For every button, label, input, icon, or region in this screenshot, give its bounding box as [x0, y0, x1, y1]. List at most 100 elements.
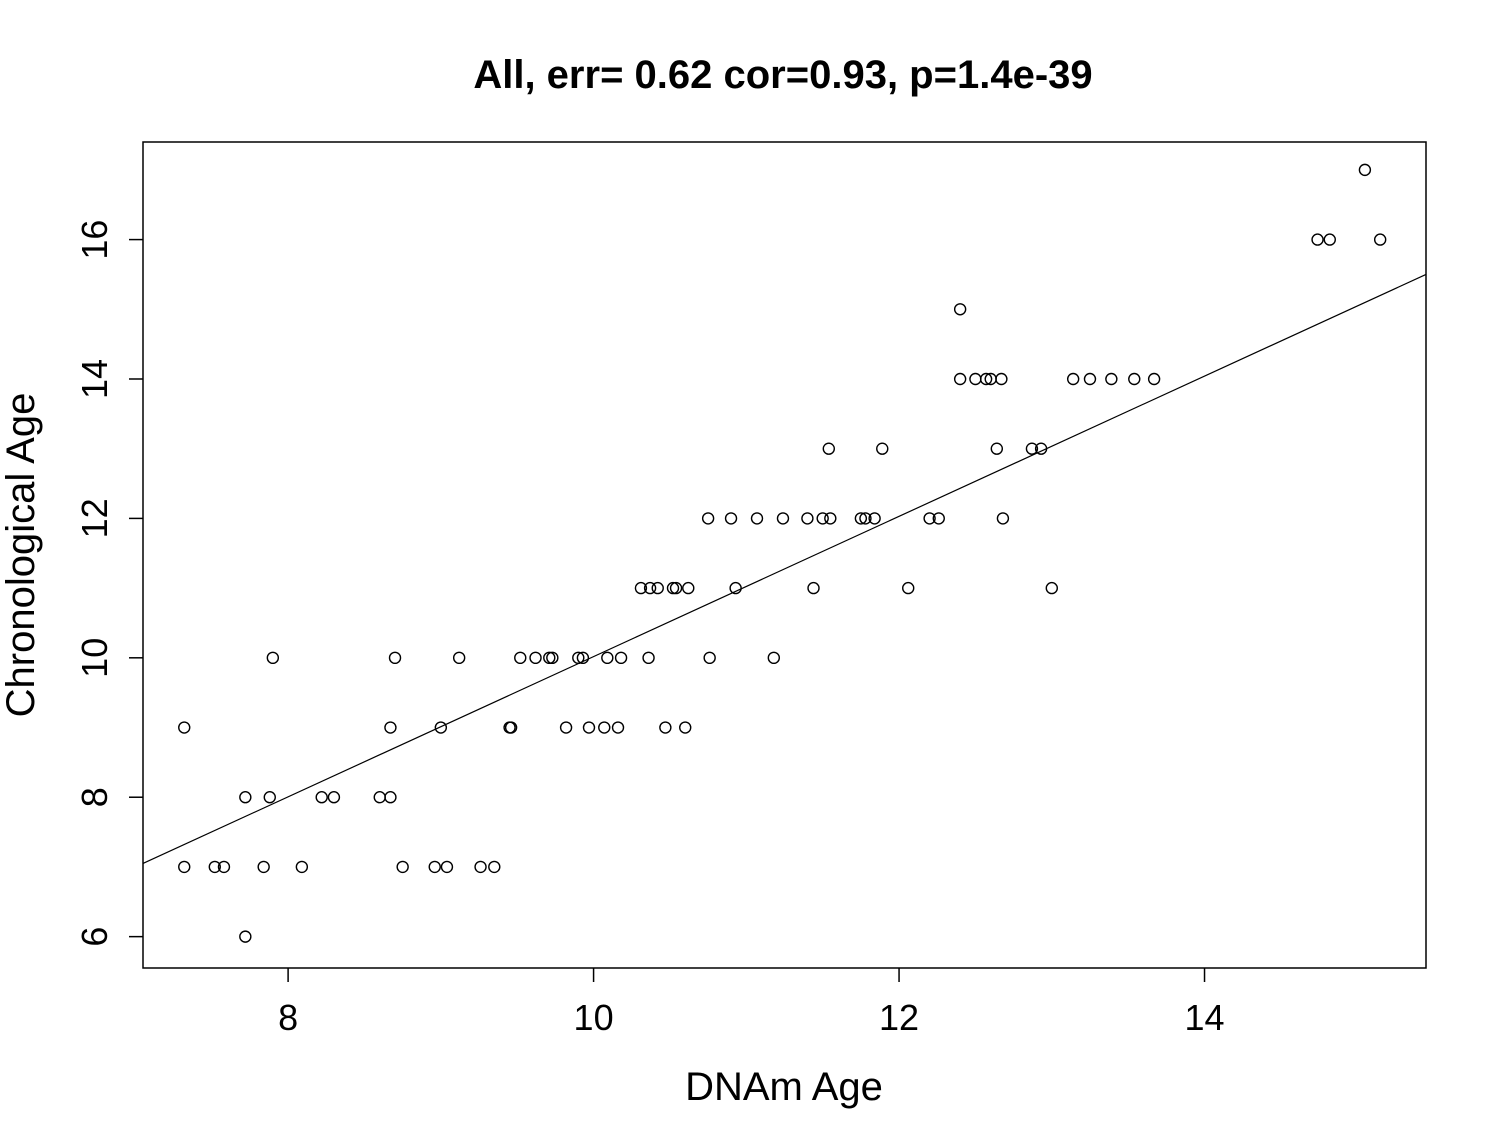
- regression-line-group: [142, 273, 1427, 864]
- data-point: [266, 651, 280, 665]
- data-point: [514, 651, 527, 665]
- data-point: [559, 721, 573, 734]
- data-point: [979, 372, 993, 386]
- data-point: [953, 303, 967, 316]
- x-tick-label: 10: [574, 997, 614, 1038]
- data-point: [440, 860, 454, 874]
- y-tick-label: 10: [74, 638, 115, 678]
- data-point: [384, 791, 397, 804]
- x-tick-label: 12: [879, 997, 919, 1038]
- data-point: [452, 651, 466, 665]
- data-point: [428, 860, 441, 874]
- data-point: [611, 721, 625, 734]
- data-point: [1034, 442, 1048, 455]
- data-point: [990, 442, 1004, 455]
- data-point: [969, 372, 982, 386]
- data-point: [208, 860, 221, 874]
- y-tick-label: 12: [74, 498, 115, 538]
- data-point: [932, 512, 945, 525]
- data-point: [996, 512, 1010, 525]
- data-point: [1045, 581, 1058, 595]
- data-point: [642, 651, 655, 665]
- data-point: [543, 651, 556, 665]
- data-point: [529, 651, 542, 665]
- data-point: [295, 860, 309, 874]
- data-point: [388, 651, 402, 665]
- data-point: [854, 512, 868, 525]
- data-point: [923, 512, 936, 525]
- data-point: [315, 791, 328, 804]
- data-point: [822, 442, 835, 455]
- data-point: [239, 930, 252, 943]
- data-point: [257, 860, 270, 874]
- data-point: [1025, 442, 1039, 455]
- data-point: [598, 721, 611, 734]
- data-point: [801, 512, 814, 525]
- data-point: [701, 512, 715, 525]
- data-point: [582, 721, 596, 734]
- data-point: [373, 791, 386, 804]
- data-point: [634, 581, 648, 595]
- data-point: [876, 442, 889, 455]
- data-point: [669, 581, 683, 595]
- data-point: [767, 651, 781, 665]
- x-axis-label: DNAm Age: [685, 1065, 883, 1109]
- data-point: [488, 860, 501, 874]
- data-point: [263, 791, 276, 804]
- data-point: [824, 512, 837, 525]
- y-tick-label: 16: [74, 220, 115, 260]
- y-axis: 6 8 10 12 14 16: [74, 220, 143, 947]
- x-axis: 8 10 12 14: [278, 968, 1225, 1038]
- data-point: [1147, 372, 1161, 386]
- data-point: [504, 721, 518, 734]
- data-point: [902, 581, 915, 595]
- data-point: [1066, 372, 1080, 386]
- y-axis-label: Chronological Age: [0, 393, 43, 718]
- data-point: [1373, 233, 1387, 246]
- data-point: [614, 651, 628, 665]
- data-point: [1323, 233, 1336, 246]
- data-points: [178, 163, 1387, 943]
- data-point: [327, 791, 341, 804]
- data-point: [651, 581, 664, 595]
- data-point: [643, 581, 657, 595]
- data-point: [384, 721, 397, 734]
- data-point: [1128, 372, 1141, 386]
- data-point: [666, 581, 680, 595]
- x-tick-label: 14: [1185, 997, 1225, 1038]
- data-point: [703, 651, 716, 665]
- data-point: [750, 512, 764, 525]
- chart-title: All, err= 0.62 cor=0.93, p=1.4e-39: [473, 53, 1092, 97]
- data-point: [217, 860, 231, 874]
- data-point: [859, 512, 872, 525]
- x-tick-label: 8: [278, 997, 298, 1038]
- plot-frame: [142, 141, 1427, 969]
- data-point: [995, 372, 1008, 386]
- data-point: [601, 651, 614, 665]
- data-point: [572, 651, 585, 665]
- data-point: [474, 860, 487, 874]
- data-point: [724, 512, 738, 525]
- y-tick-label: 8: [74, 787, 115, 807]
- data-point: [546, 651, 559, 665]
- data-point: [807, 581, 820, 595]
- data-point: [576, 651, 590, 665]
- data-point: [396, 860, 409, 874]
- y-tick-label: 14: [74, 359, 115, 399]
- data-point: [239, 791, 252, 804]
- data-point: [682, 581, 695, 595]
- data-point: [868, 512, 881, 525]
- data-point: [1358, 163, 1372, 177]
- data-point: [178, 860, 191, 874]
- data-point: [1083, 372, 1097, 386]
- data-point: [953, 372, 967, 386]
- y-tick-label: 6: [74, 927, 115, 947]
- data-point: [679, 721, 692, 734]
- data-point: [816, 512, 829, 525]
- regression-line: [142, 273, 1427, 864]
- data-point: [729, 581, 742, 595]
- data-point: [1105, 372, 1118, 386]
- data-point: [434, 721, 448, 734]
- data-point: [1311, 233, 1324, 246]
